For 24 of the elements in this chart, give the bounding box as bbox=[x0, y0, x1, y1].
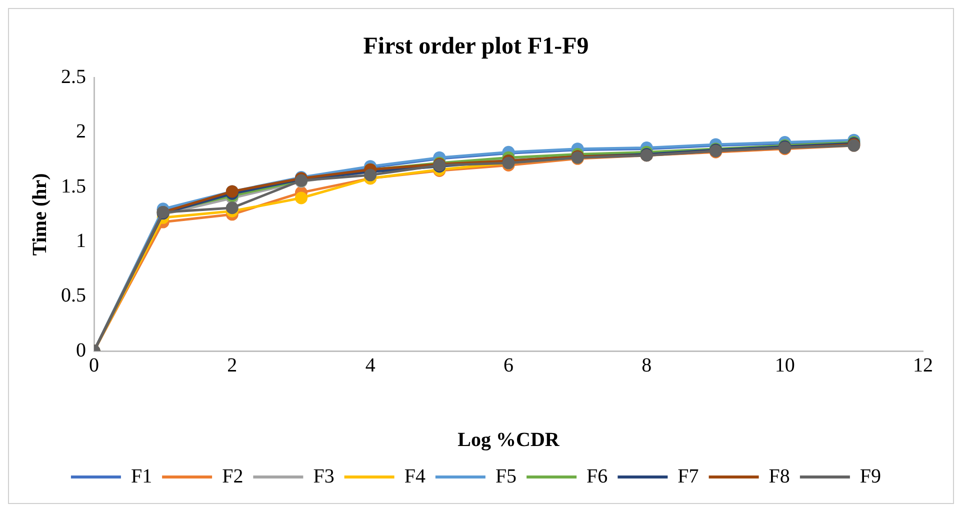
y-tick-label: 1.5 bbox=[61, 175, 86, 198]
x-tick-label: 10 bbox=[774, 354, 795, 376]
y-tick-label: 2.5 bbox=[61, 66, 86, 88]
legend-label: F7 bbox=[678, 465, 699, 488]
x-tick-label: 4 bbox=[365, 354, 376, 376]
legend-label: F5 bbox=[495, 465, 517, 488]
x-tick-label: 12 bbox=[913, 354, 933, 376]
legend-label: F3 bbox=[313, 465, 334, 488]
y-tick-label: 0 bbox=[76, 339, 86, 362]
legend-label: F1 bbox=[130, 465, 152, 488]
x-tick-label: 2 bbox=[227, 354, 238, 376]
x-tick-label: 6 bbox=[504, 354, 514, 376]
x-tick-label: 8 bbox=[642, 354, 652, 376]
y-axis-title: Time (hr) bbox=[29, 173, 52, 256]
y-tick-label: 0.5 bbox=[61, 284, 86, 307]
legend-label: F9 bbox=[860, 465, 882, 488]
x-axis-title: Log %CDR bbox=[458, 429, 560, 452]
y-tick-label: 1 bbox=[76, 230, 86, 252]
legend-label: F4 bbox=[404, 465, 426, 488]
legend-label: F8 bbox=[768, 465, 790, 488]
chart-title: First order plot F1-F9 bbox=[363, 34, 589, 60]
legend-label: F6 bbox=[586, 465, 608, 488]
legend-label: F2 bbox=[222, 465, 244, 488]
y-tick-label: 2 bbox=[76, 120, 86, 143]
